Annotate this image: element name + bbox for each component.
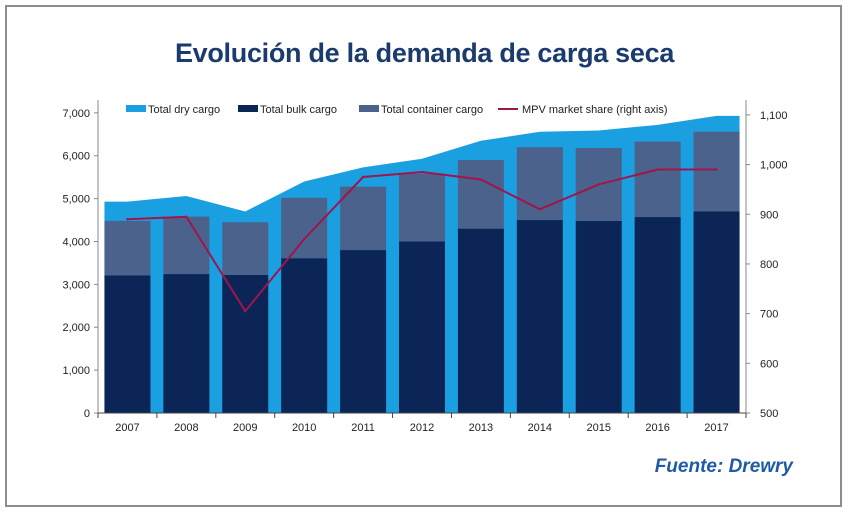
y-tick-label-right: 500 [760, 408, 778, 420]
x-tick-label: 2015 [586, 422, 610, 434]
container-cargo-bar [457, 160, 504, 229]
mpv-point [420, 170, 424, 174]
x-tick-label: 2012 [410, 422, 434, 434]
y-tick-label-left: 4,000 [62, 236, 90, 248]
container-cargo-bar [163, 216, 210, 275]
x-tick-label: 2009 [233, 422, 257, 434]
y-tick-label-right: 700 [760, 309, 778, 321]
container-cargo-bar [340, 186, 387, 251]
source-note: Fuente: Drewry [654, 456, 793, 477]
x-tick-label: 2013 [469, 422, 493, 434]
y-tick-label-left: 6,000 [62, 151, 90, 163]
x-tick-label: 2014 [528, 422, 552, 434]
y-tick-label-left: 7,000 [62, 108, 90, 120]
legend-swatch [126, 105, 146, 112]
legend-label: Total container cargo [381, 104, 483, 116]
mpv-point [597, 183, 600, 186]
mpv-point [185, 215, 188, 218]
x-tick-label: 2011 [351, 422, 375, 434]
legend-label: Total dry cargo [148, 104, 220, 116]
mpv-point [715, 168, 718, 171]
bulk-cargo-bar [222, 274, 269, 413]
bulk-cargo-bar [104, 275, 151, 413]
container-cargo-bar [281, 197, 328, 259]
y-tick-label-left: 1,000 [62, 365, 90, 377]
container-cargo-bar [693, 131, 740, 212]
legend-swatch [238, 105, 258, 112]
mpv-point [302, 237, 306, 241]
y-tick-label-left: 3,000 [62, 279, 90, 291]
container-cargo-bar [222, 222, 269, 275]
bulk-cargo-bar [575, 220, 622, 413]
container-cargo-bar [516, 147, 563, 221]
y-tick-label-right: 900 [760, 209, 778, 221]
y-tick-label-right: 800 [760, 259, 778, 271]
legend-label: MPV market share (right axis) [522, 104, 667, 116]
container-cargo-bar [634, 141, 681, 218]
bulk-cargo-bar [163, 274, 210, 413]
y-tick-label-left: 5,000 [62, 194, 90, 206]
mpv-point [656, 168, 659, 171]
x-tick-label: 2008 [174, 422, 198, 434]
mpv-point [479, 178, 483, 181]
x-tick-label: 2007 [115, 422, 139, 434]
mpv-point [361, 175, 365, 179]
bulk-cargo-bar [457, 228, 504, 413]
x-tick-label: 2016 [645, 422, 669, 434]
container-cargo-bar [399, 173, 445, 242]
bulk-cargo-bar [634, 217, 681, 413]
plot-area: 0 1,000 2,000 3,000 4,000 5,000 6,000 7,000 500 6… [62, 100, 788, 434]
mpv-point [126, 218, 129, 221]
y-tick-label-left: 0 [84, 408, 90, 420]
y-tick-label-right: 1,000 [760, 160, 788, 172]
bulk-cargo-bar [281, 258, 328, 413]
bulk-cargo-bar [399, 241, 445, 413]
y-tick-label-left: 2,000 [62, 322, 90, 334]
x-tick-label: 2010 [292, 422, 316, 434]
bulk-cargo-bar [516, 220, 563, 413]
mpv-point [538, 208, 542, 211]
mpv-point [244, 309, 247, 313]
x-tick-label: 2017 [704, 422, 728, 434]
y-tick-label-right: 1,100 [760, 110, 788, 122]
legend-label: Total bulk cargo [260, 104, 337, 116]
chart-title: Evolución de la demanda de carga seca [174, 38, 675, 68]
bulk-cargo-bar [693, 211, 740, 413]
bulk-cargo-bar [340, 250, 387, 413]
legend-swatch [359, 105, 379, 112]
container-cargo-bar [104, 220, 151, 276]
y-tick-label-right: 600 [760, 358, 778, 370]
